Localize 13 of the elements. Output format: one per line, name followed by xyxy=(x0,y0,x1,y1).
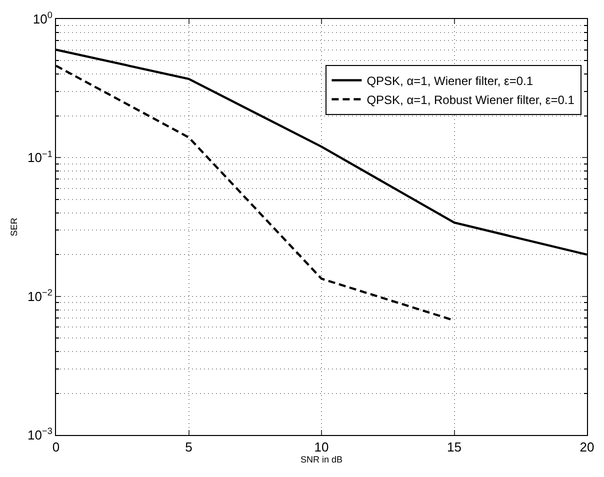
y-axis-title: SER xyxy=(8,217,19,236)
x-tick-label: 15 xyxy=(447,440,462,455)
y-tick-label: 10$^{−1}$ xyxy=(28,148,52,166)
x-tick-label: 20 xyxy=(580,440,594,455)
y-tick-label: 10$^{−3}$ xyxy=(28,426,52,443)
legend-label: QPSK, α=1, Robust Wiener filter, ε=0.1 xyxy=(366,92,575,107)
x-axis-title: SNR in dB xyxy=(300,454,343,465)
y-tick-label: 10$^{−2}$ xyxy=(28,287,52,304)
legend-label: QPSK, α=1, Wiener filter, ε=0.1 xyxy=(366,74,534,88)
x-tick-label: 5 xyxy=(185,440,192,455)
x-tick-label: 0 xyxy=(52,440,60,455)
x-tick-label: 10 xyxy=(314,440,329,455)
y-tick-label: 10$^{0}$ xyxy=(32,10,52,27)
